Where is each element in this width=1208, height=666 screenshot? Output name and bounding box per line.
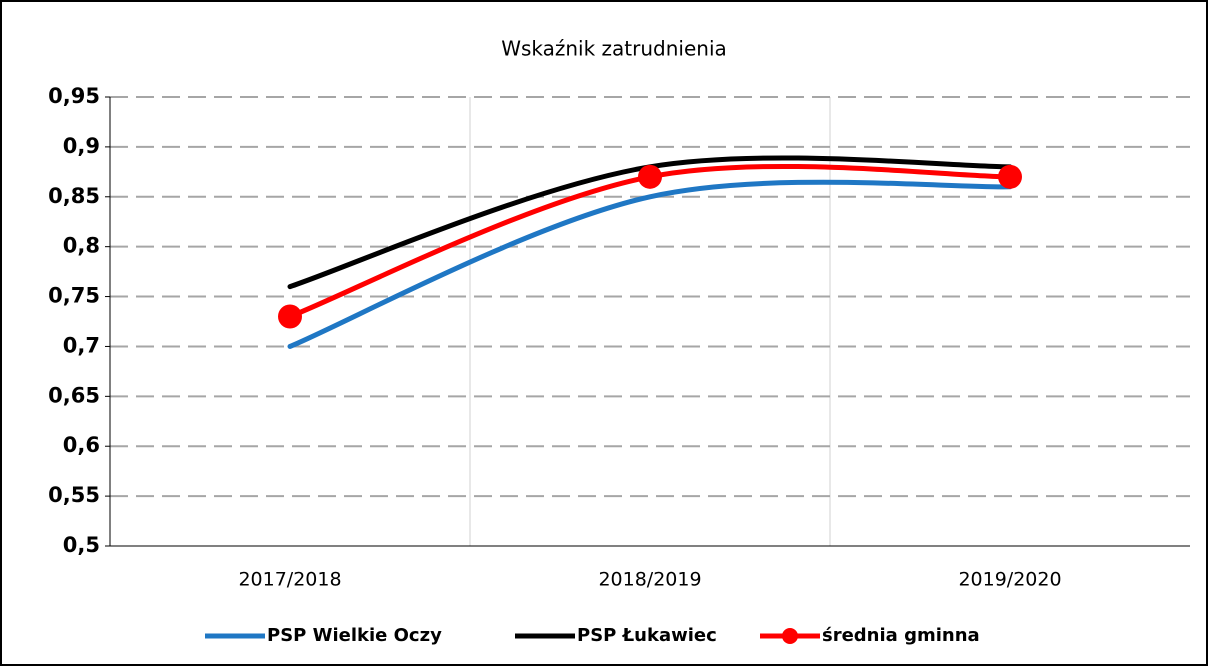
- y-tick-label: 0,65: [48, 383, 100, 407]
- legend-marker: [782, 628, 798, 644]
- series-marker: [638, 164, 662, 189]
- series-marker: [278, 304, 302, 329]
- x-tick-label: 2019/2020: [958, 569, 1061, 591]
- y-tick-label: 0,95: [48, 84, 100, 108]
- series-marker: [998, 164, 1022, 189]
- y-tick-label: 0,6: [63, 433, 100, 457]
- x-tick-label: 2018/2019: [598, 569, 701, 591]
- y-tick-label: 0,5: [63, 533, 100, 557]
- legend-label: PSP Łukawiec: [577, 625, 717, 646]
- y-tick-label: 0,7: [63, 333, 100, 357]
- legend-label: PSP Wielkie Oczy: [267, 625, 442, 646]
- y-tick-label: 0,9: [63, 134, 100, 158]
- y-tick-label: 0,75: [48, 284, 100, 308]
- series-line: [287, 179, 1013, 349]
- y-tick-label: 0,8: [63, 234, 100, 258]
- x-tick-label: 2017/2018: [238, 569, 341, 591]
- chart-title: Wskaźnik zatrudnienia: [501, 37, 727, 61]
- y-tick-label: 0,55: [48, 483, 100, 507]
- legend-label: średnia gminna: [822, 625, 980, 646]
- y-tick-label: 0,85: [48, 184, 100, 208]
